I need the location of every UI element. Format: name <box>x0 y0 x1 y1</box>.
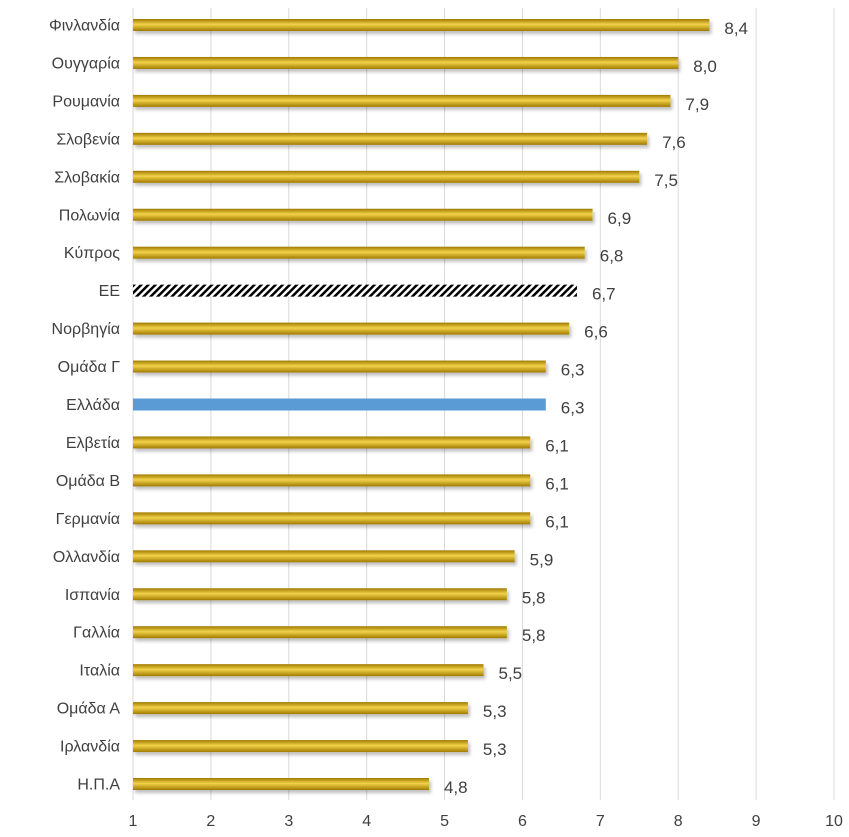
data-label: 6,9 <box>608 209 632 228</box>
category-label: Ομάδα Α <box>57 701 121 718</box>
data-label: 5,9 <box>530 550 554 569</box>
data-label: 8,0 <box>693 57 717 76</box>
x-tick-label: 1 <box>129 813 138 830</box>
category-label: Νορβηγία <box>52 321 120 338</box>
category-label: Κύπρος <box>64 245 120 262</box>
data-label: 6,6 <box>584 323 608 342</box>
category-labels: Φινλανδία Ουγγαρία Ρουμανία Σλοβενία Σλοβακί… <box>49 18 120 794</box>
category-label: Γερμανία <box>56 511 120 528</box>
data-label: 6,8 <box>600 247 624 266</box>
bar-country <box>133 664 484 677</box>
data-label: 8,4 <box>724 19 748 38</box>
data-label: 5,3 <box>483 740 507 759</box>
data-label: 7,9 <box>685 95 709 114</box>
x-tick-label: 3 <box>284 813 293 830</box>
bar-highlight <box>133 398 546 411</box>
category-label: Ουγγαρία <box>52 55 120 72</box>
x-tick-label: 7 <box>596 813 605 830</box>
bar-country <box>133 322 570 335</box>
data-label: 6,1 <box>545 436 569 455</box>
bar-country <box>133 360 546 373</box>
category-label: Ισπανία <box>65 587 120 604</box>
bar-country <box>133 246 585 259</box>
category-label: Η.Π.Α <box>77 777 120 794</box>
data-label: 6,3 <box>561 361 585 380</box>
bar-country <box>133 740 468 753</box>
data-label: 6,1 <box>545 474 569 493</box>
category-label: Πολωνία <box>59 207 120 224</box>
bar-country <box>133 778 429 790</box>
category-label: Ρουμανία <box>52 93 120 110</box>
x-tick-label: 5 <box>440 813 449 830</box>
data-label: 6,3 <box>561 399 585 418</box>
data-label: 5,8 <box>522 588 546 607</box>
category-label: Ομάδα Β <box>56 473 120 490</box>
bars <box>133 19 710 790</box>
bar-country <box>133 132 648 145</box>
category-label: Ολλανδία <box>53 549 120 566</box>
bar-country <box>133 170 640 183</box>
category-label: Ιταλία <box>79 663 120 680</box>
bar-country <box>133 702 468 715</box>
category-label: Ελβετία <box>66 435 120 452</box>
data-label: 5,5 <box>499 664 523 683</box>
bar-country <box>133 512 531 525</box>
bar-country <box>133 550 515 563</box>
bar-country <box>133 94 671 107</box>
data-label: 6,1 <box>545 512 569 531</box>
data-label: 5,3 <box>483 702 507 721</box>
bar-country <box>133 474 531 487</box>
category-label: Φινλανδία <box>49 18 120 35</box>
category-label: Ελλάδα <box>66 397 120 414</box>
x-tick-label: 4 <box>362 813 371 830</box>
data-label: 7,6 <box>662 133 686 152</box>
bar-country <box>133 19 710 31</box>
bar-country <box>133 588 507 601</box>
bar-eu-average <box>133 284 577 297</box>
bar-country <box>133 626 507 639</box>
bar-country <box>133 436 531 449</box>
x-axis-tick-labels: 1 2 3 4 5 6 7 8 9 10 <box>129 813 843 830</box>
x-tick-label: 2 <box>206 813 215 830</box>
x-tick-label: 8 <box>674 813 683 830</box>
data-label: 5,8 <box>522 626 546 645</box>
category-label: Γαλλία <box>73 625 120 642</box>
data-label: 7,5 <box>654 171 678 190</box>
data-label: 6,7 <box>592 285 616 304</box>
bar-country <box>133 56 679 69</box>
value-labels: 8,4 8,0 7,9 7,6 7,5 6,9 6,8 6,7 6,6 6,3 6,3 6,1 6,1 6… <box>444 19 748 797</box>
category-label: ΕΕ <box>99 283 120 300</box>
x-tick-label: 10 <box>825 813 843 830</box>
category-label: Ομάδα Γ <box>58 359 121 376</box>
x-tick-label: 9 <box>752 813 761 830</box>
category-label: Ιρλανδία <box>60 739 120 756</box>
data-label: 4,8 <box>444 778 468 797</box>
category-label: Σλοβενία <box>56 131 120 148</box>
category-label: Σλοβακία <box>54 169 120 186</box>
bar-country <box>133 208 593 221</box>
x-tick-label: 6 <box>518 813 527 830</box>
